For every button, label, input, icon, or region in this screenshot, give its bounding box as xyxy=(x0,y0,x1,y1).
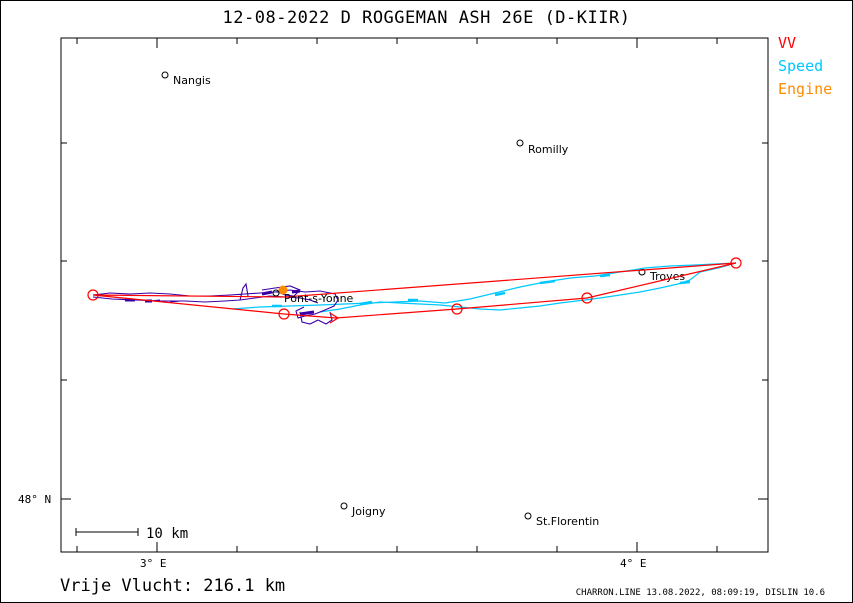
task-turnpoints xyxy=(87,257,742,324)
town-pont-s-yonne: Pont-s-Yonne xyxy=(272,289,354,305)
lon-label-4e: 4° E xyxy=(620,557,647,570)
legend-engine: Engine xyxy=(778,80,833,98)
map-border xyxy=(60,37,769,553)
scale-label: 10 km xyxy=(146,526,188,542)
track-climb xyxy=(92,282,339,325)
side-ticks xyxy=(61,142,768,500)
scale-bar: 10 km xyxy=(75,526,188,542)
svg-text:Romilly: Romilly xyxy=(528,143,569,156)
svg-text:Troyes: Troyes xyxy=(649,270,685,283)
flight-title: 12-08-2022 D ROGGEMAN ASH 26E (D-KIIR) xyxy=(222,8,631,28)
track-speed-segments xyxy=(272,273,691,308)
engine-marker xyxy=(278,285,288,295)
svg-text:Joigny: Joigny xyxy=(351,505,386,518)
svg-text:Nangis: Nangis xyxy=(173,74,211,87)
top-ticks xyxy=(76,38,718,48)
lon-label-3e: 3° E xyxy=(140,557,167,570)
legend-vv: VV xyxy=(778,34,797,52)
town-romilly: Romilly xyxy=(516,139,569,156)
bottom-ticks xyxy=(76,542,718,552)
town-nangis: Nangis xyxy=(161,71,211,87)
svg-text:St.Florentin: St.Florentin xyxy=(536,515,599,528)
free-flight-distance: Vrije Vlucht: 216.1 km xyxy=(60,576,286,596)
town-st-florentin: St.Florentin xyxy=(524,512,599,528)
task-line xyxy=(92,262,737,319)
footer-credit: CHARRON.LINE 13.08.2022, 08:09:19, DISLI… xyxy=(575,588,825,598)
legend-speed: Speed xyxy=(778,57,824,75)
lat-label-48n: 48° N xyxy=(18,493,51,506)
town-joigny: Joigny xyxy=(340,502,386,518)
svg-text:Pont-s-Yonne: Pont-s-Yonne xyxy=(284,292,354,305)
